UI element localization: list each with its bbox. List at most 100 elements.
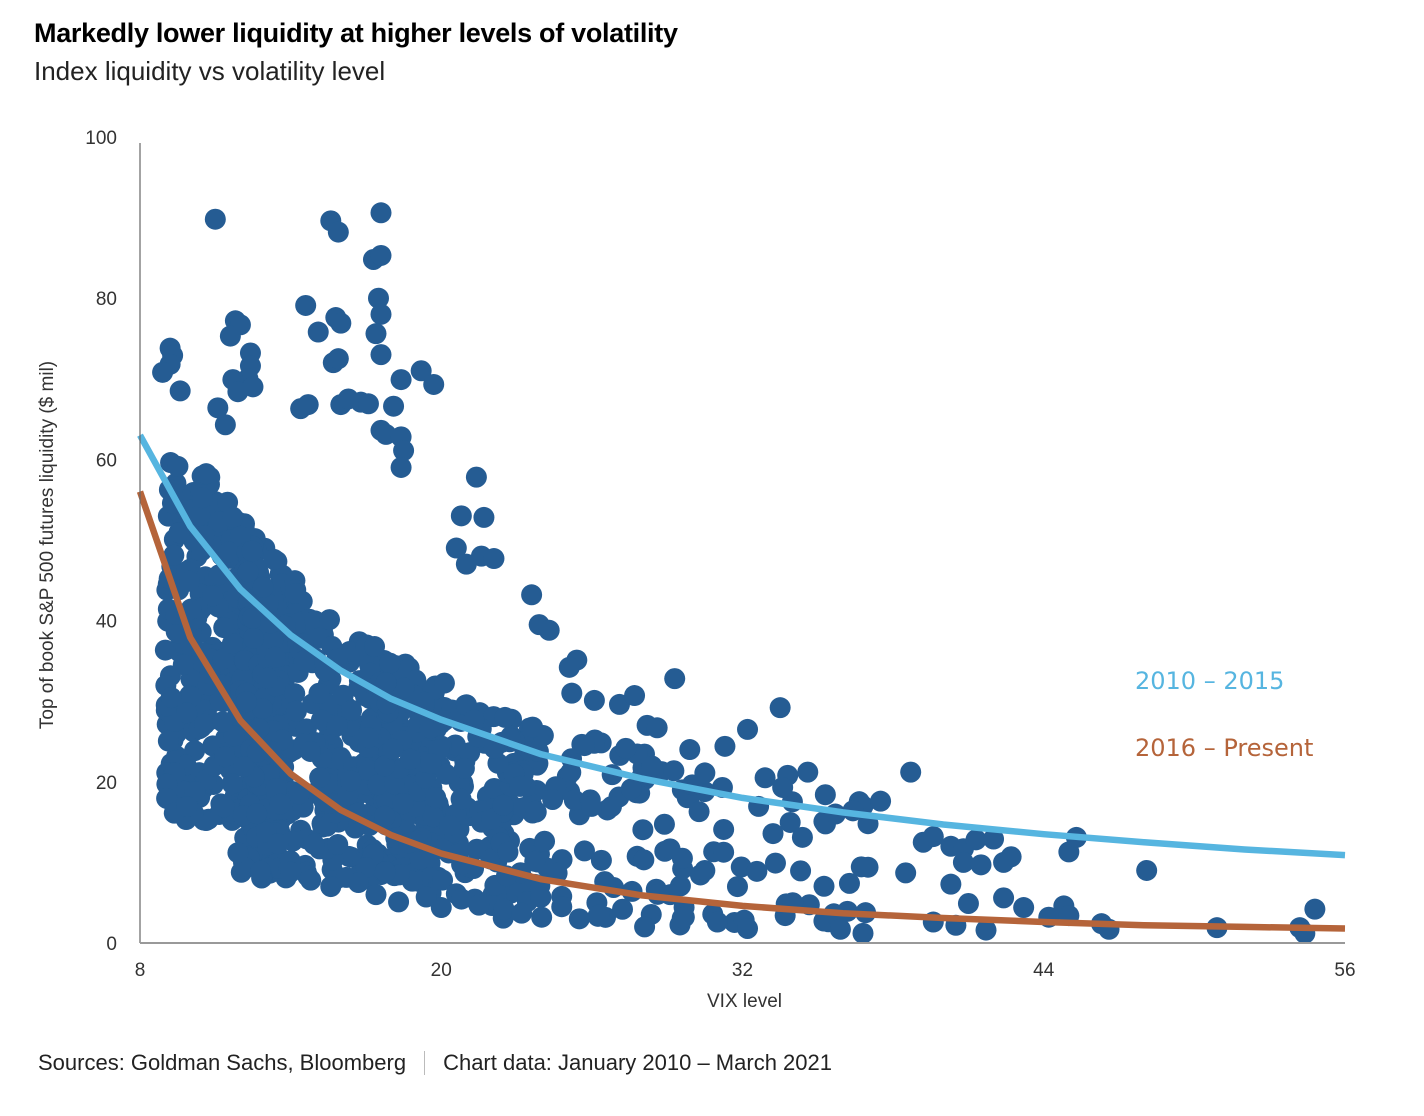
scatter-point [483, 548, 505, 570]
scatter-point [726, 876, 748, 898]
scatter-point [463, 709, 485, 731]
scatter-point [522, 716, 544, 738]
scatter-point [870, 790, 892, 812]
scatter-point [762, 823, 784, 845]
scatter-point [671, 907, 693, 929]
y-axis-label: Top of book S&P 500 futures liquidity ($… [37, 361, 58, 729]
scatter-point [895, 862, 917, 884]
scatter-point [838, 872, 860, 894]
scatter-point [326, 715, 348, 737]
scatter-point [214, 414, 236, 436]
scatter-point [634, 916, 656, 938]
scatter-point [375, 672, 397, 694]
scatter-point [347, 872, 369, 894]
scatter-point [900, 761, 922, 783]
scatter-point [600, 796, 622, 818]
y-tick-label: 60 [96, 450, 117, 471]
scatter-point [221, 633, 243, 655]
scatter-point [364, 636, 386, 658]
scatter-point [940, 873, 962, 895]
scatter-point [243, 627, 265, 649]
scatter-point [534, 830, 556, 852]
scatter-point [163, 544, 185, 566]
scatter-point [993, 887, 1015, 909]
scatter-point [214, 746, 236, 768]
scatter-point [713, 818, 735, 840]
scatter-point [432, 869, 454, 891]
scatter-point [772, 776, 794, 798]
scatter-point [267, 833, 289, 855]
scatter-point [410, 360, 432, 382]
scatter-point [233, 756, 255, 778]
scatter-point [235, 691, 257, 713]
scatter-point [365, 884, 387, 906]
x-tick-label: 56 [1334, 960, 1355, 981]
scatter-point [653, 813, 675, 835]
scatter-point [285, 700, 307, 722]
scatter-point [492, 794, 514, 816]
scatter-point [852, 922, 874, 944]
scatter-point [494, 706, 516, 728]
scatter-point [218, 541, 240, 563]
scatter-point [309, 767, 331, 789]
scatter-point [422, 806, 444, 828]
scatter-point [965, 829, 987, 851]
points-layer [152, 202, 1326, 944]
scatter-point [521, 584, 543, 606]
scatter-point [318, 609, 340, 631]
scatter-point [641, 755, 663, 777]
scatter-point [152, 361, 174, 383]
scatter-point [330, 312, 352, 334]
y-tick-label: 100 [85, 128, 117, 149]
scatter-point [688, 801, 710, 823]
scatter-point [375, 789, 397, 811]
scatter-point [191, 487, 213, 509]
legend-label-2010-2015: 2010 – 2015 [1135, 667, 1284, 695]
scatter-point [256, 667, 278, 689]
scatter-point [374, 861, 396, 883]
scatter-point [480, 808, 502, 830]
scatter-point [415, 886, 437, 908]
scatter-point [983, 828, 1005, 850]
scatter-point [493, 898, 515, 920]
x-tick-labels: 8 20 32 44 56 [135, 960, 1356, 981]
y-tick-label: 40 [96, 612, 117, 633]
scatter-point [370, 344, 392, 366]
scatter-point [435, 763, 457, 785]
scatter-point [497, 841, 519, 863]
scatter-point [524, 850, 546, 872]
scatter-point [280, 861, 302, 883]
scatter-point [568, 908, 590, 930]
scatter-point [694, 762, 716, 784]
scatter-point [374, 755, 396, 777]
scatter-point [295, 294, 317, 316]
scatter-point [588, 904, 610, 926]
scatter-point [455, 553, 477, 575]
scatter-point [558, 656, 580, 678]
scatter-point [468, 894, 490, 916]
legend-label-2016-present: 2016 – Present [1135, 734, 1313, 762]
scatter-point [737, 917, 759, 939]
scatter-point [251, 698, 273, 720]
scatter-point [746, 860, 768, 882]
footer-divider [424, 1051, 426, 1075]
scatter-point [194, 713, 216, 735]
scatter-point [310, 709, 332, 731]
scatter-point [420, 752, 442, 774]
scatter-point [320, 876, 342, 898]
scatter-point [430, 897, 452, 919]
scatter-point [664, 668, 686, 690]
scatter-point [583, 689, 605, 711]
scatter-point [764, 852, 786, 874]
scatter-point [246, 803, 268, 825]
scatter-point [202, 585, 224, 607]
chart-data-note: Chart data: January 2010 – March 2021 [443, 1050, 832, 1075]
scatter-point [241, 540, 263, 562]
scatter-point [392, 793, 414, 815]
scatter-point [367, 774, 389, 796]
scatter-point [212, 711, 234, 733]
scatter-point [511, 902, 533, 924]
scatter-point [172, 654, 194, 676]
scatter-point [632, 819, 654, 841]
scatter-point [399, 748, 421, 770]
